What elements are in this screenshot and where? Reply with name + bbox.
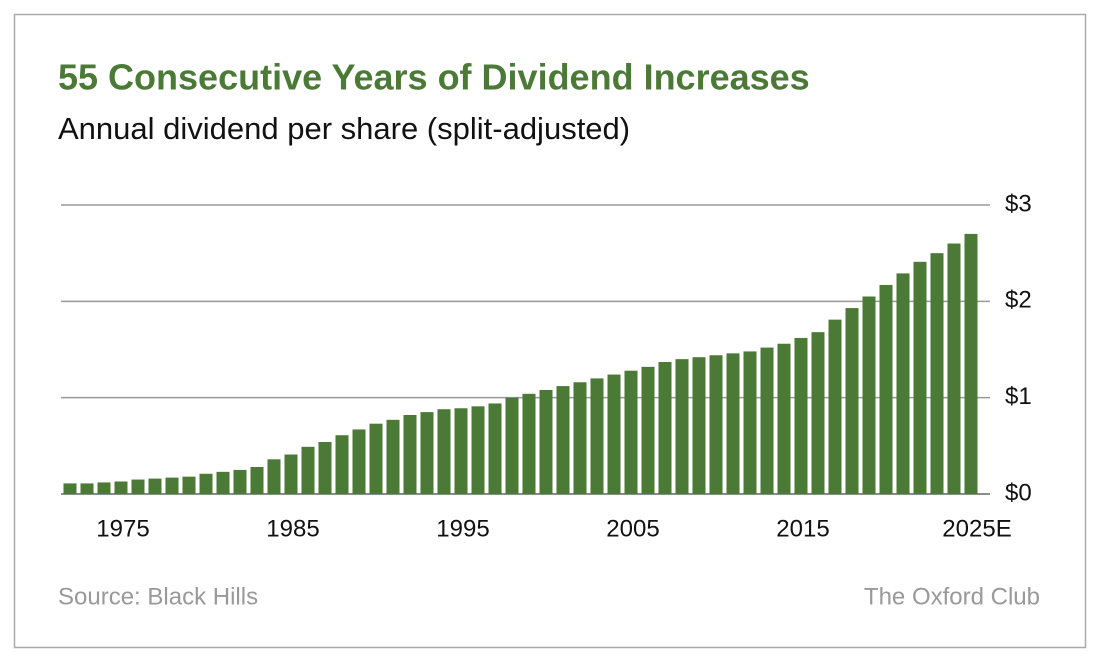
bar [607,374,621,494]
x-tick-label: 1975 [96,515,149,542]
bar [879,284,893,494]
bar [216,471,230,494]
bar [318,441,332,494]
bar [896,273,910,494]
bar [267,459,281,494]
bar [488,403,502,494]
bar [624,370,638,494]
bar [709,355,723,494]
bar [947,243,961,494]
bar [352,429,366,494]
bar [828,319,842,494]
bar [862,296,876,494]
bar [794,337,808,494]
bar [556,386,570,494]
x-tick-label: 2025E [942,515,1011,542]
chart-title: 55 Consecutive Years of Dividend Increas… [58,57,810,98]
bar [930,253,944,494]
bar [437,409,451,494]
bar [471,406,485,494]
bar [573,382,587,494]
bar [233,469,247,494]
bar [63,483,77,494]
y-tick-label: $1 [1005,383,1032,410]
chart-subtitle: Annual dividend per share (split-adjuste… [58,111,630,146]
bar [420,412,434,494]
bar [301,446,315,494]
bar [250,467,264,494]
bar [760,347,774,494]
bar [692,357,706,494]
bar [658,362,672,494]
bar [165,477,179,494]
source: Source: Black Hills [58,583,258,610]
bar [590,378,604,494]
bar [964,233,978,494]
bar [845,308,859,494]
bar [454,408,468,494]
bar [403,415,417,494]
bar [284,454,298,494]
bar [743,351,757,494]
bar [182,476,196,494]
y-tick-label: $2 [1005,287,1032,314]
y-tick-label: $0 [1005,479,1032,506]
x-tick-label: 1985 [266,515,319,542]
y-tick-label: $3 [1005,190,1032,217]
bar [148,478,162,494]
bar [811,332,825,494]
bar [539,389,553,494]
bar [97,482,111,494]
bar [80,483,94,494]
bar [386,419,400,494]
bar [335,435,349,494]
bar [641,366,655,494]
bar [114,481,128,494]
bar [131,479,145,494]
bar [675,359,689,494]
bar [199,473,213,494]
x-tick-label: 2015 [776,515,829,542]
bar [505,397,519,494]
x-tick-label: 1995 [436,515,489,542]
bar [913,261,927,494]
x-tick-label: 2005 [606,515,659,542]
bar [522,393,536,494]
bar [777,343,791,494]
credit: The Oxford Club [864,583,1040,610]
bar [369,423,383,494]
bar [726,353,740,494]
